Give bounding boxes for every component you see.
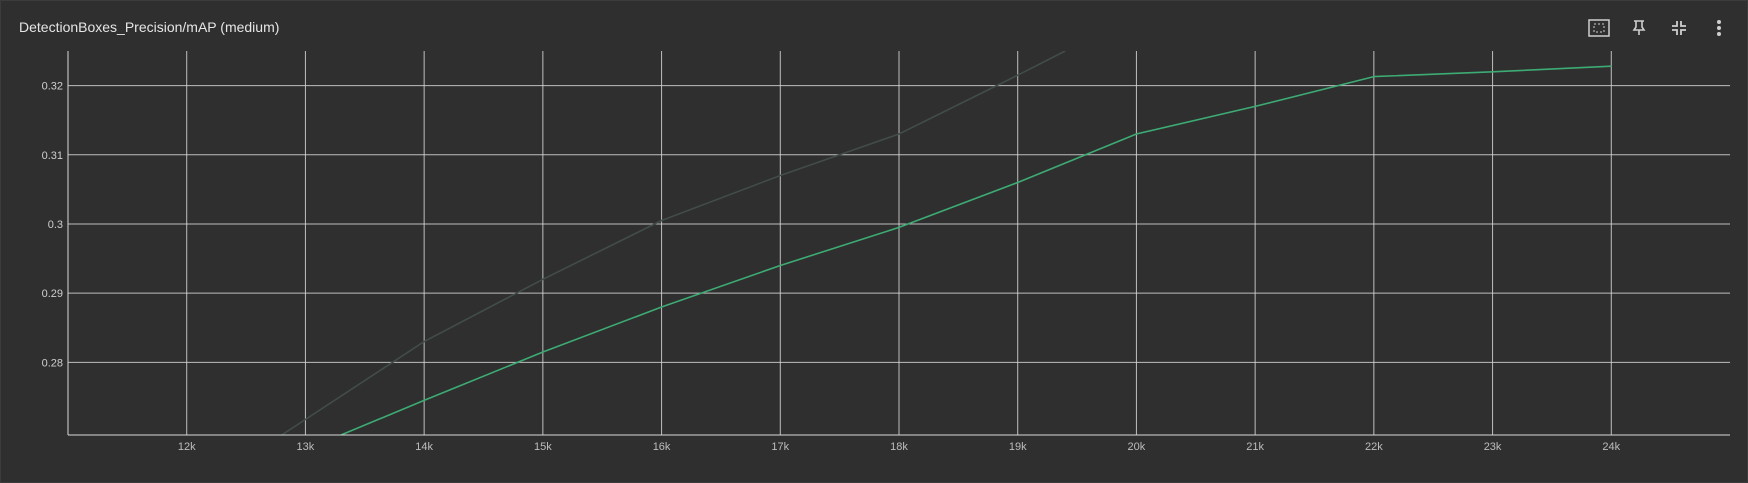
y-tick-label: 0.3 [48,219,63,231]
x-tick-label: 12k [178,441,196,453]
x-tick-label: 23k [1484,441,1502,453]
pin-button[interactable] [1619,13,1659,43]
x-tick-label: 19k [1009,441,1027,453]
chart-title: DetectionBoxes_Precision/mAP (medium) [19,19,280,35]
collapse-button[interactable] [1659,13,1699,43]
series-layer [281,51,1612,435]
x-tick-label: 17k [771,441,789,453]
series-line-run-main[interactable] [340,65,1612,435]
x-tick-label: 15k [534,441,552,453]
y-tick-label: 0.31 [42,150,63,162]
x-tick-label: 16k [653,441,671,453]
x-tick-label: 21k [1246,441,1264,453]
card-header: DetectionBoxes_Precision/mAP (medium) [1,1,1747,53]
fit-domain-button[interactable] [1579,13,1619,43]
grid-layer [68,51,1730,435]
y-tick-label: 0.28 [42,357,63,369]
x-tick-label: 22k [1365,441,1383,453]
collapse-icon [1672,21,1686,35]
fit-domain-icon [1588,19,1610,37]
pin-icon [1632,20,1646,35]
x-tick-label: 20k [1128,441,1146,453]
card-toolbar [1579,13,1739,43]
x-tick-label: 18k [890,441,908,453]
more-vert-icon [1717,20,1721,36]
x-tick-label: 24k [1602,441,1620,453]
more-button[interactable] [1699,13,1739,43]
y-tick-label: 0.29 [42,288,63,300]
y-tick-label: 0.32 [42,81,63,93]
series-line-run-faint[interactable] [281,51,1066,435]
x-tick-label: 13k [297,441,315,453]
x-tick-label: 14k [415,441,433,453]
axis-layer: 12k 13k 14k 15k 16k 17k 18k 19k 20k 21k 22k 23k 24k 0… [42,51,1730,453]
